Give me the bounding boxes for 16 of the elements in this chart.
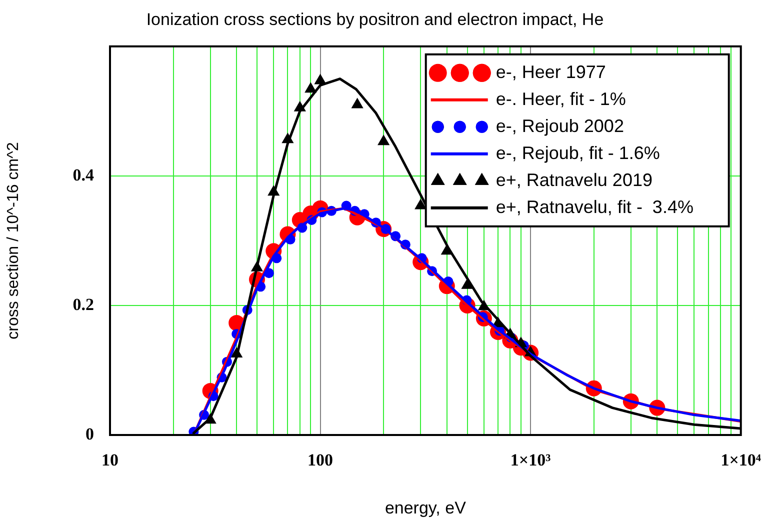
legend-label: e+, Ratnavelu 2019 bbox=[496, 170, 652, 190]
y-tick-label: 0.4 bbox=[72, 165, 94, 184]
legend-label: e-. Heer, fit - 1% bbox=[496, 88, 626, 109]
legend-label: e+, Ratnavelu, fit - 3.4% bbox=[496, 196, 694, 217]
x-tick-label: 1×10⁴ bbox=[720, 450, 762, 470]
y-axis-title: cross section / 10^-16 cm^2 bbox=[5, 142, 22, 340]
x-tick-label: 1×10³ bbox=[510, 450, 551, 470]
legend-label: e-, Heer 1977 bbox=[496, 62, 606, 82]
x-tick-label: 10 bbox=[102, 450, 118, 470]
y-tick-label: 0 bbox=[86, 424, 94, 444]
y-tick-label: 0.2 bbox=[72, 294, 94, 314]
chart-title: Ionization cross sections by positron and electron impact, He bbox=[146, 10, 604, 29]
legend-label: e-, Rejoub 2002 bbox=[496, 116, 624, 136]
x-tick-label: 100 bbox=[308, 450, 334, 470]
x-axis-title: energy, eV bbox=[384, 498, 467, 518]
legend-label: e-, Rejoub, fit - 1.6% bbox=[496, 142, 660, 163]
